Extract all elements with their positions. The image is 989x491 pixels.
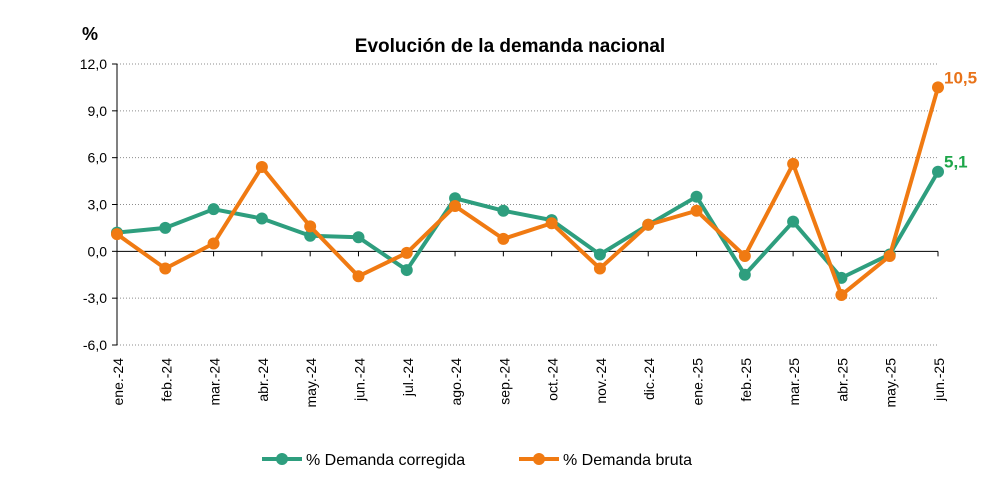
x-tick-label: feb.-25	[738, 358, 754, 402]
data-point	[111, 228, 123, 241]
data-point	[207, 203, 220, 216]
data-point	[304, 220, 317, 233]
data-point	[932, 165, 944, 178]
end-labels: 5,1 10,5	[944, 68, 977, 171]
x-tick-label: may.-25	[883, 358, 899, 408]
legend-marker	[276, 453, 288, 465]
data-point	[883, 250, 896, 263]
data-point	[159, 262, 172, 275]
legend-item: % Demanda corregida	[262, 452, 465, 469]
legend-label: % Demanda corregida	[306, 452, 465, 469]
data-point	[304, 229, 317, 242]
legend-marker	[533, 453, 545, 465]
data-point	[159, 221, 172, 234]
data-point	[835, 271, 848, 284]
data-point	[642, 218, 655, 231]
data-point	[738, 268, 751, 281]
data-point	[738, 250, 751, 263]
data-point	[545, 217, 558, 230]
data-point	[690, 204, 703, 217]
y-tick-label: 9,0	[88, 103, 108, 119]
data-point	[497, 232, 510, 245]
y-tick-label: 3,0	[88, 197, 108, 213]
y-unit-label: %	[82, 24, 98, 44]
x-tick-label: abr.-25	[834, 358, 850, 402]
data-point	[255, 212, 268, 225]
legend-item: % Demanda bruta	[519, 452, 692, 469]
y-tick-label: 0,0	[88, 243, 108, 259]
series-line	[116, 170, 940, 280]
x-tick-label: feb.-24	[158, 358, 174, 402]
legend-label: % Demanda bruta	[563, 452, 692, 469]
end-value-label: 5,1	[944, 153, 968, 172]
gridlines	[117, 63, 938, 346]
x-axis-ticks: ene.-24 feb.-24 mar.-24 abr.-24 may.-24 jun.-…	[110, 251, 947, 408]
x-tick-label: abr.-24	[255, 358, 271, 402]
data-point	[787, 157, 800, 170]
data-point	[449, 200, 462, 213]
data-point	[255, 161, 268, 174]
x-tick-label: jun.-25	[931, 358, 947, 402]
y-tick-label: 6,0	[88, 150, 108, 166]
series-line	[115, 86, 940, 298]
data-point	[497, 204, 510, 217]
chart-title: Evolución de la demanda nacional	[355, 36, 665, 57]
x-tick-label: sep.-24	[496, 358, 512, 405]
legend: % Demanda corregida % Demanda bruta	[262, 452, 692, 469]
data-point	[352, 270, 365, 283]
y-tick-label: -3,0	[83, 290, 107, 306]
y-tick-label: 12,0	[80, 56, 107, 72]
x-tick-label: ene.-24	[110, 358, 126, 406]
data-point	[400, 264, 413, 277]
y-axis-ticks: 12,0 9,0 6,0 3,0 0,0 -3,0 -6,0	[80, 56, 117, 353]
data-point	[787, 215, 800, 228]
x-tick-label: mar.-24	[207, 358, 223, 406]
x-tick-label: oct.-24	[545, 358, 561, 401]
data-point	[835, 289, 848, 302]
x-tick-label: nov.-24	[593, 358, 609, 404]
data-point	[932, 81, 944, 94]
data-point	[207, 237, 220, 250]
y-tick-label: -6,0	[83, 337, 107, 353]
data-point	[593, 262, 606, 275]
data-point	[690, 190, 703, 203]
data-point	[593, 248, 606, 261]
data-point	[400, 246, 413, 259]
series-bruta	[111, 81, 944, 302]
end-value-label: 10,5	[944, 68, 977, 87]
x-tick-label: ago.-24	[448, 358, 464, 406]
x-tick-label: mar.-25	[786, 358, 802, 406]
data-point	[352, 231, 365, 244]
series-group	[111, 81, 944, 302]
x-tick-label: may.-24	[303, 358, 319, 408]
x-tick-label: jun.-24	[351, 358, 367, 402]
x-tick-label: dic.-24	[641, 358, 657, 400]
x-tick-label: jul.-24	[400, 358, 416, 397]
series-corregida	[111, 165, 944, 284]
x-tick-label: ene.-25	[690, 358, 706, 406]
